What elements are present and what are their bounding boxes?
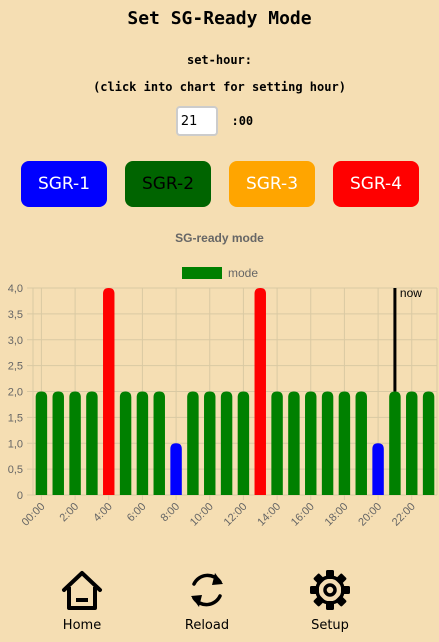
hour-row: :00 (0, 106, 439, 136)
page-title: Set SG-Ready Mode (127, 8, 312, 29)
bar-2200[interactable] (406, 391, 418, 496)
legend-swatch (182, 266, 222, 279)
chart-title: SG-ready mode (175, 231, 264, 245)
bar-0100[interactable] (52, 391, 64, 496)
x-tick-label: 12:00 (222, 501, 250, 529)
y-tick-label: 4,0 (8, 283, 23, 295)
x-tick-label: 14:00 (255, 501, 283, 529)
hour-input[interactable] (175, 106, 218, 136)
set-hour-label: set-hour: (186, 53, 253, 67)
nav-setup-label: Setup (311, 618, 349, 633)
x-tick-label: 2:00 (58, 501, 82, 525)
nav-home[interactable]: Home (37, 568, 127, 633)
bar-0800[interactable] (170, 443, 182, 495)
bar-0900[interactable] (187, 391, 199, 496)
bar-0500[interactable] (119, 391, 132, 496)
x-tick-label: 22:00 (390, 501, 418, 529)
bar-2100[interactable] (389, 391, 401, 496)
y-tick-label: 0,5 (8, 464, 23, 476)
bar-1900[interactable] (355, 391, 367, 496)
y-tick-label: 3,5 (8, 309, 23, 321)
y-tick-label: 0 (17, 490, 23, 502)
bar-0200[interactable] (69, 391, 81, 496)
gear-icon (310, 570, 350, 610)
x-tick-label: 10:00 (188, 501, 216, 529)
bar-2000[interactable] (372, 443, 384, 495)
x-tick-label: 00:00 (20, 501, 48, 529)
y-tick-label: 1,5 (8, 412, 23, 424)
x-tick-label: 18:00 (323, 501, 351, 529)
bar-1200[interactable] (237, 391, 250, 496)
bar-0400[interactable] (103, 288, 115, 495)
x-tick-label: 8:00 (159, 501, 183, 525)
nav-reload-label: Reload (184, 618, 230, 633)
nav-reload[interactable]: Reload (162, 568, 252, 633)
bar-0000[interactable] (35, 391, 48, 496)
x-tick-label: 4:00 (91, 501, 115, 525)
bar-0700[interactable] (153, 391, 165, 496)
bar-0300[interactable] (86, 391, 98, 496)
mode-chart[interactable]: 0 0,5 1,0 1,5 2,0 2,5 3,0 3,5 4,0 00:00 2:00 4:00 6:… (0, 280, 439, 550)
bar-1000[interactable] (204, 391, 216, 496)
bar-1400[interactable] (271, 391, 283, 496)
bar-1700[interactable] (321, 391, 334, 496)
bar-1100[interactable] (220, 391, 233, 496)
y-tick-label: 3,0 (8, 335, 23, 347)
bar-0600[interactable] (136, 391, 149, 496)
bar-1300[interactable] (254, 288, 266, 495)
bar-1600[interactable] (305, 391, 317, 496)
nav-setup[interactable]: Setup (285, 568, 375, 633)
sgr-3-button[interactable]: SGR-3 (229, 161, 315, 207)
y-tick-label: 2,0 (8, 387, 23, 399)
now-marker-label: now (400, 286, 422, 300)
y-tick-label: 2,5 (8, 361, 23, 373)
nav-home-label: Home (62, 618, 102, 633)
x-tick-label: 16:00 (289, 501, 317, 529)
reload-icon (191, 573, 223, 607)
bar-1500[interactable] (288, 391, 300, 496)
x-tick-label: 20:00 (356, 501, 384, 529)
sgr-4-button[interactable]: SGR-4 (333, 161, 419, 207)
legend-label: mode (228, 265, 259, 280)
sgr-2-button[interactable]: SGR-2 (125, 161, 211, 207)
home-icon (62, 571, 102, 610)
x-tick-label: 6:00 (125, 501, 149, 525)
hour-suffix: :00 (231, 114, 254, 128)
bar-2300[interactable] (422, 391, 435, 496)
bar-1800[interactable] (338, 391, 351, 496)
chart-hint: (click into chart for setting hour) (93, 80, 346, 94)
chart-legend[interactable]: mode (182, 265, 258, 280)
sgr-1-button[interactable]: SGR-1 (21, 161, 107, 207)
y-tick-label: 1,0 (8, 438, 23, 450)
